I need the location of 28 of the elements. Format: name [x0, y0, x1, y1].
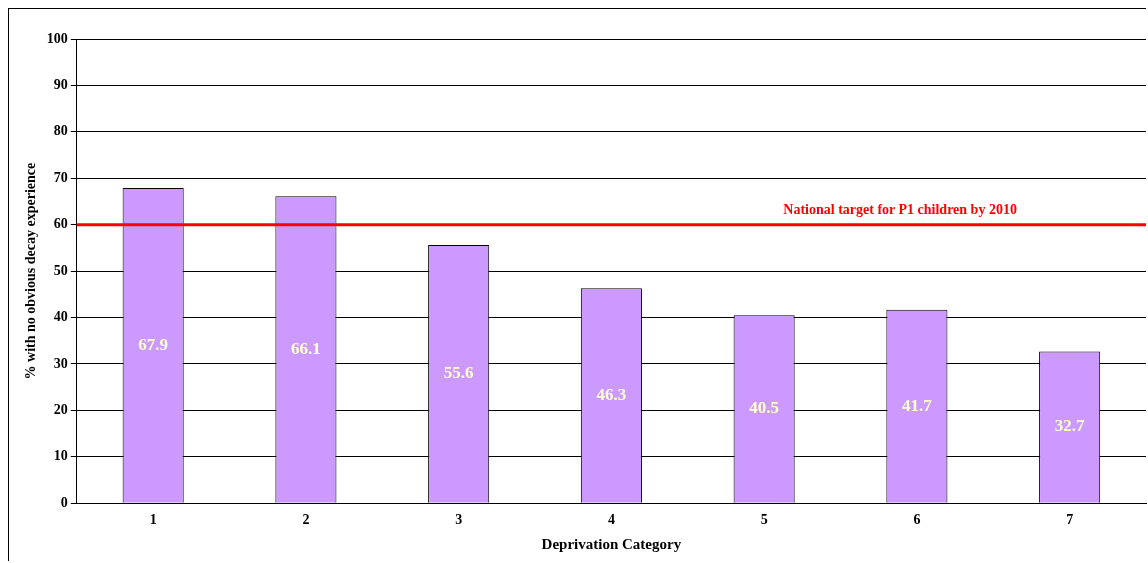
y-tick-label: 40 [53, 309, 68, 325]
y-tick-label: 70 [53, 169, 68, 185]
data-label: 66.1 [291, 338, 321, 358]
y-tick-label: 60 [53, 216, 68, 232]
data-label: 32.7 [1054, 416, 1085, 436]
x-tick-label: 6 [913, 512, 921, 528]
x-axis-title: Deprivation Category [541, 535, 682, 552]
y-tick-label: 20 [53, 401, 68, 417]
y-axis-title: % with no obvious decay experience [23, 162, 39, 380]
x-tick-label: 5 [760, 512, 768, 528]
y-tick-label: 10 [53, 448, 68, 464]
x-tick-label: 3 [455, 512, 463, 528]
y-tick-label: 100 [46, 30, 68, 46]
ref-line-label: National target for P1 children by 2010 [783, 202, 1017, 218]
x-tick-label: 2 [302, 512, 310, 528]
data-label: 55.6 [443, 363, 474, 383]
data-label: 41.7 [902, 395, 933, 415]
y-tick-label: 80 [53, 123, 68, 139]
x-tick-label: 7 [1066, 512, 1074, 528]
data-label: 40.5 [749, 398, 780, 418]
y-tick-label: 90 [53, 77, 68, 93]
y-tick-label: 30 [53, 355, 68, 371]
x-tick-label: 1 [149, 512, 157, 528]
data-label: 67.9 [138, 334, 169, 354]
y-tick-label: 50 [53, 262, 68, 278]
x-tick-label: 4 [607, 512, 615, 528]
y-tick-label: 0 [60, 494, 68, 510]
data-label: 46.3 [596, 384, 627, 404]
